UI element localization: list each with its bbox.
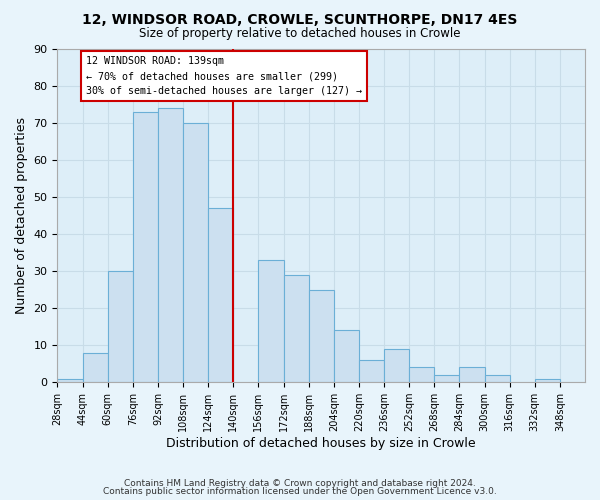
Bar <box>359 360 384 382</box>
Bar <box>535 378 560 382</box>
Bar <box>208 208 233 382</box>
Bar <box>485 375 509 382</box>
Bar <box>284 275 308 382</box>
Text: 12, WINDSOR ROAD, CROWLE, SCUNTHORPE, DN17 4ES: 12, WINDSOR ROAD, CROWLE, SCUNTHORPE, DN… <box>82 12 518 26</box>
Text: Contains HM Land Registry data © Crown copyright and database right 2024.: Contains HM Land Registry data © Crown c… <box>124 478 476 488</box>
Bar <box>133 112 158 382</box>
Bar <box>83 352 107 382</box>
Bar <box>107 271 133 382</box>
Text: 12 WINDSOR ROAD: 139sqm
← 70% of detached houses are smaller (299)
30% of semi-d: 12 WINDSOR ROAD: 139sqm ← 70% of detache… <box>86 56 362 96</box>
Bar <box>158 108 183 382</box>
Bar <box>58 378 83 382</box>
Bar <box>460 368 485 382</box>
Bar <box>384 349 409 382</box>
Bar <box>259 260 284 382</box>
X-axis label: Distribution of detached houses by size in Crowle: Distribution of detached houses by size … <box>166 437 476 450</box>
Bar <box>183 123 208 382</box>
Bar <box>308 290 334 382</box>
Bar <box>409 368 434 382</box>
Bar <box>334 330 359 382</box>
Y-axis label: Number of detached properties: Number of detached properties <box>15 117 28 314</box>
Bar <box>434 375 460 382</box>
Text: Contains public sector information licensed under the Open Government Licence v3: Contains public sector information licen… <box>103 487 497 496</box>
Text: Size of property relative to detached houses in Crowle: Size of property relative to detached ho… <box>139 28 461 40</box>
